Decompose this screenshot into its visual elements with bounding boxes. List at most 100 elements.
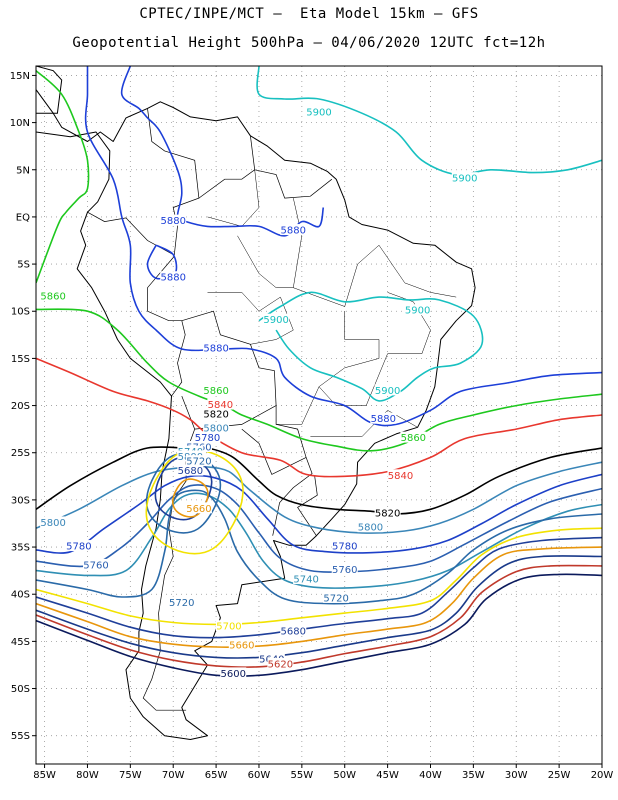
contour-label-bg <box>185 502 212 514</box>
contour-label: 5780 <box>332 542 357 553</box>
lat-tick-label: 20S <box>11 401 30 412</box>
map-subtitle: Geopotential Height 500hPa – 04/06/2020 … <box>72 35 546 51</box>
contour-label: 5860 <box>40 292 65 303</box>
contour-label-bg <box>370 412 397 424</box>
contour-label-bg <box>400 431 427 443</box>
contour-label-bg <box>40 516 67 528</box>
axis-ticks: 85W 80W 75W 70W 65W 60W 55W 50W 45W 40W 35W 30W 25W 2… <box>10 71 614 781</box>
lon-tick-label: 45W <box>376 770 399 781</box>
state-border <box>207 169 260 227</box>
contour-label-bg <box>203 422 230 434</box>
state-border <box>293 198 457 307</box>
contour-label-bg <box>357 521 384 533</box>
contour-label: 5900 <box>306 108 331 119</box>
contour-5900 <box>258 291 484 402</box>
contour-labels: 5900 5900 5880 5880 5880 5860 5900 5900 5880 5860… <box>40 106 478 680</box>
contour-5600 <box>36 573 602 677</box>
contour-label-bg <box>263 313 290 325</box>
contour-label: 5760 <box>332 565 357 576</box>
contour-label: 5660 <box>229 641 254 652</box>
contour-label-bg <box>228 639 255 651</box>
country-border <box>254 169 333 199</box>
contour-label-bg <box>194 431 221 443</box>
contour-label: 5800 <box>203 424 228 435</box>
contour-label-bg <box>267 657 294 669</box>
lon-tick-label: 55W <box>291 770 314 781</box>
contour-label: 5820 <box>375 509 400 520</box>
contour-label-bg <box>160 214 187 226</box>
contour-label-bg <box>323 591 350 603</box>
contour-label: 5660 <box>186 504 211 515</box>
lon-tick-label: 70W <box>162 770 185 781</box>
lon-tick-label: 40W <box>419 770 442 781</box>
contour-label: 5880 <box>160 216 185 227</box>
contour-label-bg <box>293 573 320 585</box>
contour-label: 5780 <box>195 433 220 444</box>
contour-label: 5840 <box>208 400 233 411</box>
lat-tick-label: 15N <box>10 71 30 82</box>
contour-label-bg <box>220 667 247 679</box>
lon-tick-label: 25W <box>548 770 571 781</box>
lat-tick-label: 30S <box>11 495 30 506</box>
contour-label-bg <box>168 596 195 608</box>
contour-label-bg <box>387 469 414 481</box>
coastlines-and-borders <box>36 66 476 740</box>
state-border <box>250 297 294 345</box>
contour-label: 5760 <box>83 560 108 571</box>
contour-label-bg <box>160 271 187 283</box>
contour-label-bg <box>40 290 67 302</box>
contour-5860 <box>36 308 602 452</box>
contour-label-bg <box>280 624 307 636</box>
contour-5820 <box>36 446 602 515</box>
contour-label: 5900 <box>405 306 430 317</box>
contour-label: 5720 <box>186 457 211 468</box>
contour-lines <box>36 66 602 677</box>
lat-tick-label: 35S <box>11 543 30 554</box>
contour-5720 <box>36 489 602 605</box>
contour-label: 5680 <box>281 626 306 637</box>
lon-tick-label: 80W <box>76 770 99 781</box>
contour-5640 <box>36 555 602 659</box>
map-title: CPTEC/INPE/MCT – Eta Model 15km – GFS <box>139 6 479 22</box>
contour-5840 <box>36 357 602 478</box>
state-border <box>237 235 294 288</box>
contour-5800 <box>36 461 602 534</box>
contour-label: 5700 <box>216 622 241 633</box>
contour-label: 5880 <box>371 414 396 425</box>
country-border <box>297 476 318 536</box>
contour-5700 <box>36 527 602 626</box>
contour-label-bg <box>185 455 212 467</box>
country-border <box>241 405 307 475</box>
lon-tick-label: 75W <box>119 770 142 781</box>
lat-tick-label: 55S <box>11 731 30 742</box>
contour-5780 <box>36 473 602 554</box>
lat-tick-label: 25S <box>11 448 30 459</box>
contour-label-bg <box>203 341 230 353</box>
contour-label: 5900 <box>375 386 400 397</box>
lat-tick-label: 10N <box>10 118 30 129</box>
contour-label: 5820 <box>203 410 228 421</box>
contour-label: 5860 <box>203 386 228 397</box>
lon-tick-label: 30W <box>505 770 528 781</box>
lat-tick-label: 45S <box>11 637 30 648</box>
contour-5660 <box>36 546 602 648</box>
contour-label: 5880 <box>281 226 306 237</box>
contour-label: 5900 <box>452 174 477 185</box>
contour-label: 5800 <box>40 518 65 529</box>
contour-5740 <box>36 492 602 589</box>
lon-tick-label: 20W <box>591 770 614 781</box>
contour-label-bg <box>306 106 332 118</box>
contour-label-bg <box>331 540 358 552</box>
contour-5880 <box>84 66 602 427</box>
state-border <box>276 386 320 425</box>
contour-label: 5840 <box>388 471 413 482</box>
contour-label: 5740 <box>293 575 318 586</box>
country-border <box>272 457 313 536</box>
lat-tick-label: 5N <box>16 165 30 176</box>
lat-tick-label: 15S <box>11 354 30 365</box>
contour-label: 5900 <box>263 315 288 326</box>
contour-label-bg <box>215 620 242 632</box>
contour-label-bg <box>374 507 401 519</box>
contour-label: 5600 <box>221 669 246 680</box>
contour-label-bg <box>374 384 401 396</box>
